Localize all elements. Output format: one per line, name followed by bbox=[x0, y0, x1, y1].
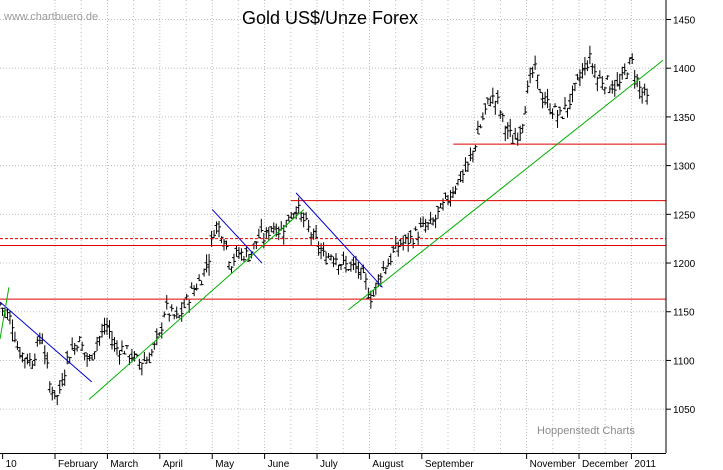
x-tick-label: June bbox=[268, 459, 290, 470]
y-tick-label: 1200 bbox=[673, 259, 696, 270]
downtrend-line bbox=[295, 192, 383, 288]
x-tick-label: May bbox=[215, 459, 234, 470]
x-tick-label: February bbox=[58, 459, 98, 470]
chart-credit: Hoppenstedt Charts bbox=[537, 425, 635, 437]
x-tick-label: December bbox=[582, 459, 629, 470]
downtrend-line bbox=[0, 301, 93, 383]
x-tick-label: April bbox=[163, 459, 183, 470]
uptrend-line bbox=[0, 287, 10, 340]
y-tick-label: 1050 bbox=[673, 405, 696, 416]
chart-title: Gold US$/Unze Forex bbox=[241, 8, 419, 28]
analysis-lines bbox=[0, 60, 666, 400]
y-tick-label: 1450 bbox=[673, 15, 696, 26]
y-tick-label: 1400 bbox=[673, 64, 696, 75]
y-tick-label: 1150 bbox=[673, 308, 695, 319]
uptrend-line bbox=[348, 60, 664, 311]
x-tick-label: July bbox=[320, 459, 338, 470]
y-tick-label: 1300 bbox=[673, 162, 696, 173]
x-tick-label: 10 bbox=[6, 459, 18, 470]
x-tick-label: 2011 bbox=[634, 459, 656, 470]
grid-layer bbox=[0, 0, 666, 453]
x-tick-label: November bbox=[530, 459, 577, 470]
price-bars bbox=[0, 45, 650, 406]
x-tick-label: August bbox=[372, 459, 403, 470]
x-tick-label: March bbox=[110, 459, 138, 470]
downtrend-line bbox=[211, 209, 263, 264]
y-tick-label: 1250 bbox=[673, 210, 696, 221]
y-tick-label: 1350 bbox=[673, 113, 696, 124]
uptrend-line bbox=[88, 209, 305, 400]
axes: 1050 1100 1150 1200 1250 1300 1350 1400 1450 10 Fe… bbox=[0, 0, 696, 470]
y-tick-label: 1100 bbox=[673, 356, 695, 367]
x-tick-label: September bbox=[425, 459, 475, 470]
watermark: www.chartbuero.de bbox=[4, 11, 99, 23]
